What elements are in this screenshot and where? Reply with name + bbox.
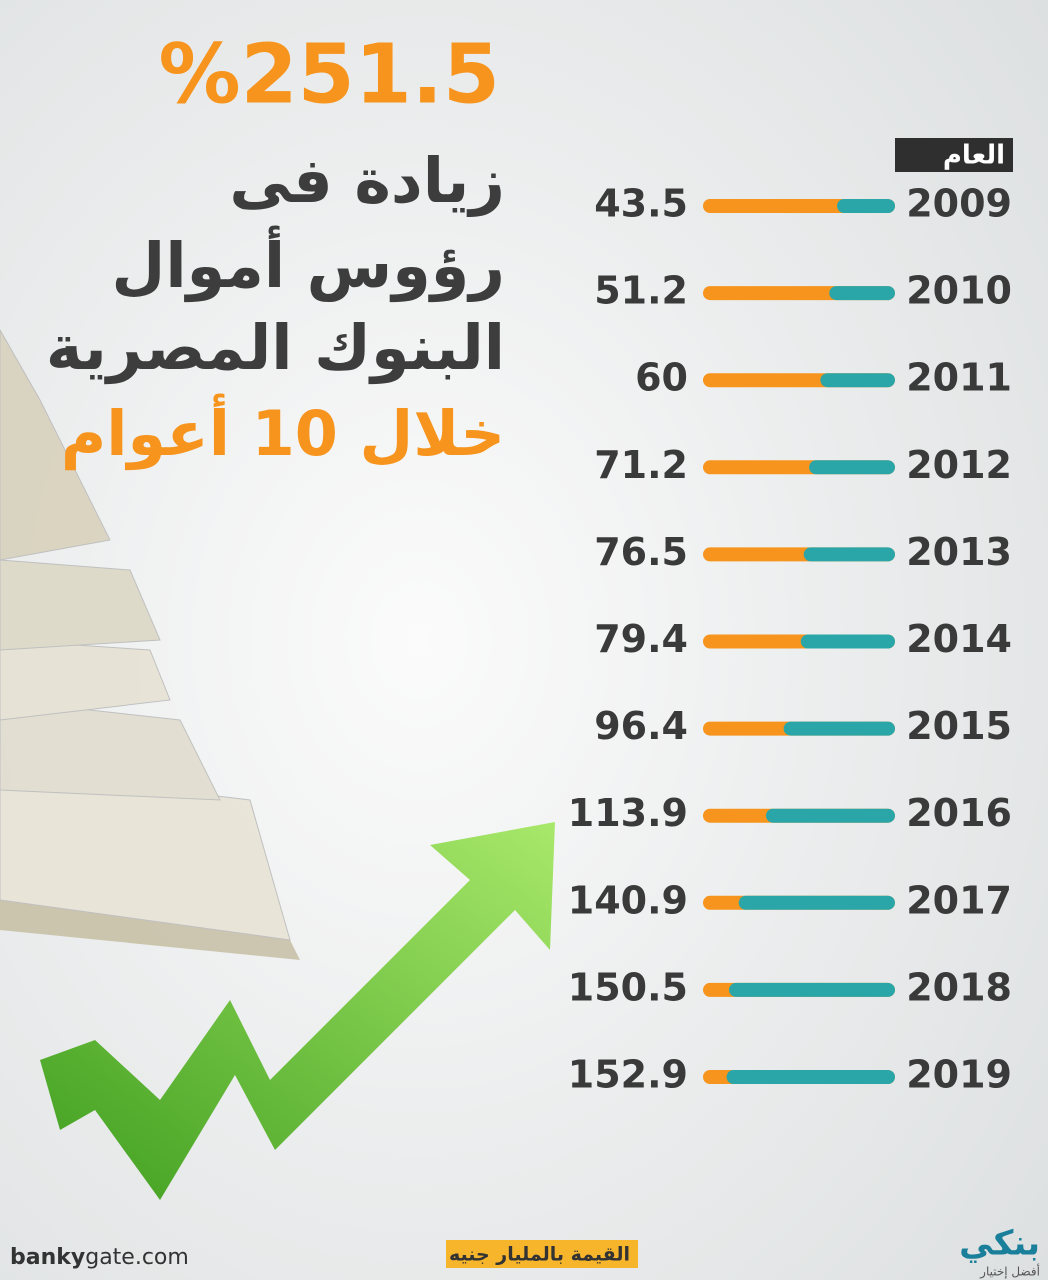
site: bankygate.com — [10, 1245, 189, 1270]
subtitle-line: رؤوس أموال — [112, 225, 505, 302]
headline: %251.5 — [158, 27, 500, 122]
logo-name: بنكي — [959, 1224, 1040, 1264]
value-label: 79.4 — [594, 617, 688, 661]
header-box — [895, 138, 1013, 172]
year-label: 2017 — [906, 878, 1012, 922]
site-rest: gate.com — [85, 1245, 189, 1270]
highlight: خلال 10 أعوام — [61, 393, 505, 471]
year-label: 2016 — [906, 791, 1012, 835]
year-label: 2009 — [906, 182, 1012, 226]
year-label: 2012 — [906, 443, 1012, 487]
logo-tagline: أفضل إختيار — [979, 1264, 1040, 1280]
value-label: 76.5 — [594, 530, 688, 574]
year-label: 2018 — [906, 965, 1012, 1009]
year-label: 2014 — [906, 617, 1012, 661]
subtitle-line: زيادة فى — [229, 144, 505, 217]
subtitle-line: البنوك المصرية — [46, 311, 505, 384]
value-label: 140.9 — [568, 878, 688, 922]
year-label: 2013 — [906, 530, 1012, 574]
value-label: 152.9 — [568, 1053, 688, 1097]
unit-note: القيمة بالمليار جنيه — [449, 1244, 630, 1266]
year-label: 2010 — [906, 269, 1012, 313]
site-bold: banky — [10, 1245, 85, 1270]
value-label: 60 — [635, 356, 688, 400]
value-label: 51.2 — [594, 269, 688, 313]
value-label: 150.5 — [568, 965, 688, 1009]
money-stack — [0, 328, 300, 960]
note-box — [446, 1240, 638, 1268]
year-label: 2015 — [906, 704, 1012, 748]
value-label: 113.9 — [568, 791, 688, 835]
year-label: 2011 — [906, 356, 1012, 400]
growth-arrow — [40, 822, 555, 1200]
value-label: 43.5 — [594, 182, 688, 226]
category-header: العام — [943, 141, 1005, 171]
value-label: 96.4 — [594, 704, 688, 748]
value-label: 71.2 — [594, 443, 688, 487]
year-label: 2019 — [906, 1053, 1012, 1097]
